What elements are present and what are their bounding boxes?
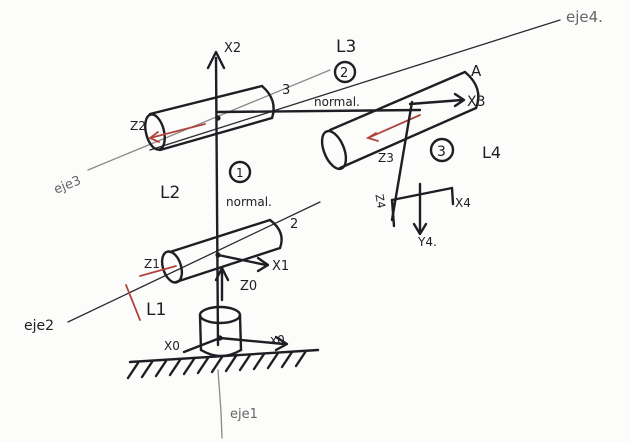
label-axis-z2: Z2 <box>130 119 146 133</box>
label-eje3: eje3 <box>52 173 83 197</box>
axis-line-eje2 <box>67 201 321 323</box>
axis-line-eje4 <box>149 19 561 151</box>
label-axis-x0-right: x0 <box>270 333 285 347</box>
label-axis-z4: Z4 <box>372 193 387 210</box>
circle-2-outline <box>333 60 357 84</box>
label-eje2: eje2 <box>24 318 54 334</box>
z3-descender <box>390 100 414 222</box>
z0-arrowhead <box>214 266 230 282</box>
x0-axis-left <box>182 336 222 354</box>
label-axis-x3: X3 <box>467 94 486 110</box>
x2-arrowhead <box>206 50 226 70</box>
label-axis-z3: Z3 <box>378 151 394 165</box>
label-circle-1: 1 <box>236 166 244 180</box>
label-circle-3: 3 <box>437 144 446 160</box>
label-axis-x2: X2 <box>224 41 241 56</box>
cylinder-joint-3 <box>144 84 275 152</box>
x0-axis-right <box>218 336 286 346</box>
x1-arrowhead <box>256 256 270 273</box>
label-link-L2: L2 <box>160 183 180 203</box>
x3-arrowhead <box>453 92 466 108</box>
label-link-L4: L4 <box>482 143 501 162</box>
axis-line-eje1 <box>217 369 222 413</box>
label-axis-x4: X4 <box>455 196 471 210</box>
label-normal-mid: normal. <box>226 195 272 209</box>
circle-3-outline <box>429 137 455 163</box>
joint-dot-upper-left <box>215 115 221 121</box>
x3-axis-arrow <box>408 98 464 106</box>
label-axis-x1: X1 <box>272 259 289 274</box>
label-point-A: A <box>471 62 482 80</box>
label-eje4: eje4. <box>566 8 603 26</box>
horizontal-link-L3 <box>216 108 422 114</box>
red-mark-base <box>125 284 141 321</box>
axis-line-eje3 <box>87 69 331 171</box>
label-normal-top: normal. <box>314 95 360 109</box>
end-effector-frame <box>390 182 455 236</box>
cylinder-joint-2 <box>139 218 283 284</box>
label-axis-y4: Y4. <box>417 235 437 249</box>
vertical-link-L2 <box>214 56 220 347</box>
label-joint-3-number: 3 <box>282 83 290 98</box>
ground-hatch <box>126 348 320 380</box>
axis-line-eje1-lower <box>220 411 223 439</box>
label-axis-z0: Z0 <box>240 279 257 294</box>
label-circle-2: 2 <box>340 66 348 81</box>
label-link-L3: L3 <box>336 37 356 57</box>
label-joint-2-number: 2 <box>290 217 298 232</box>
circle-1-outline <box>228 160 252 184</box>
x0-arrowhead-right <box>274 335 289 352</box>
x1-axis-arrow <box>216 253 268 267</box>
cylinder-joint-A <box>320 70 480 171</box>
base-cylinder <box>198 305 243 358</box>
label-eje1: eje1 <box>230 407 258 422</box>
label-link-L1: L1 <box>146 300 166 320</box>
label-axis-x0: X0 <box>164 339 180 353</box>
label-axis-z1: Z1 <box>144 257 160 271</box>
